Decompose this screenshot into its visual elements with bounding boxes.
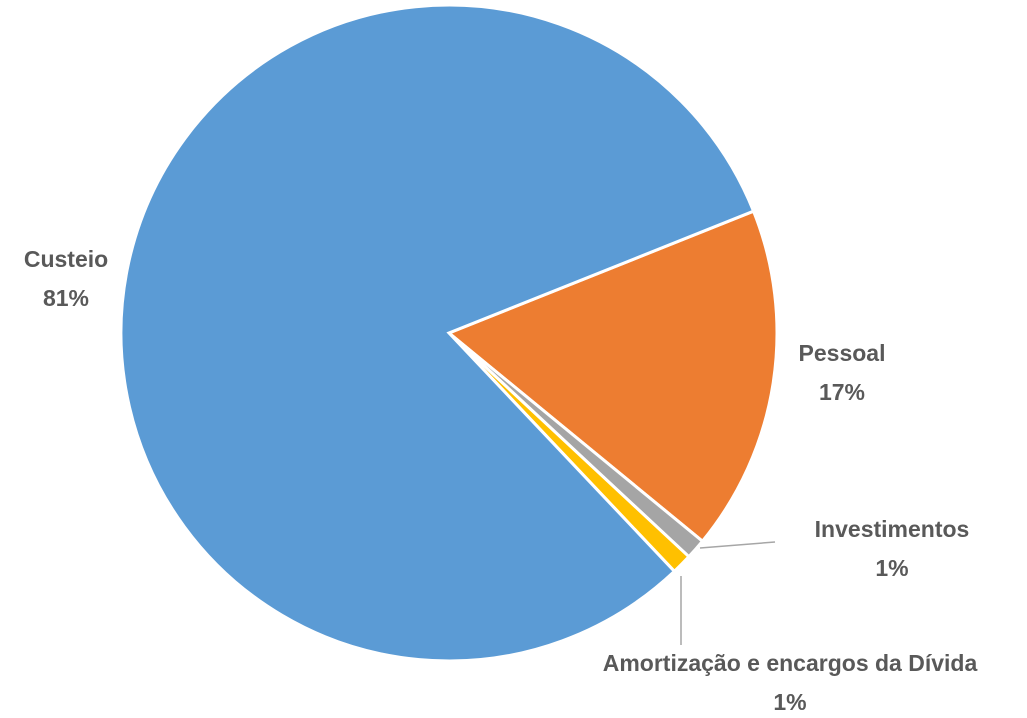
slice-label: Investimentos bbox=[815, 516, 970, 542]
slice bbox=[446, 209, 779, 544]
slice bbox=[119, 3, 756, 663]
slice-value-label: 1% bbox=[773, 689, 806, 715]
slice-value-label: 1% bbox=[875, 555, 908, 581]
slice-label: Custeio bbox=[24, 246, 108, 272]
slice-value-label: 81% bbox=[43, 285, 89, 311]
slice-label: Pessoal bbox=[799, 340, 886, 366]
slice-value-label: 17% bbox=[819, 379, 865, 405]
slice-label: Amortização e encargos da Dívida bbox=[603, 650, 978, 676]
slices bbox=[119, 3, 779, 663]
leader-line bbox=[699, 541, 776, 549]
